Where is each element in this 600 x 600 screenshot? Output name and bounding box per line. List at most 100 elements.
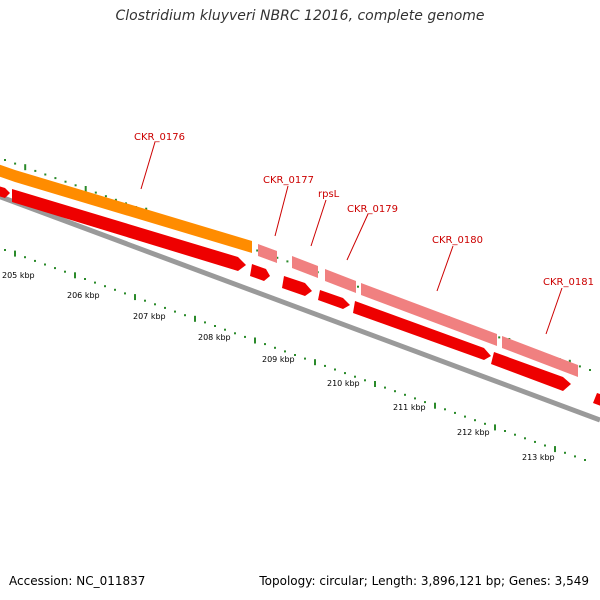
minor-tick <box>276 256 279 259</box>
major-tick <box>314 359 316 366</box>
minor-tick <box>224 328 226 331</box>
minor-tick <box>94 281 96 284</box>
minor-tick <box>454 411 456 414</box>
minor-tick <box>164 306 166 309</box>
cds-arrow <box>491 352 571 391</box>
kbp-label: 208 kbp <box>198 333 231 342</box>
kbp-label: 207 kbp <box>133 312 166 321</box>
accession-text: Accession: NC_011837 <box>9 574 146 588</box>
kbp-label: 209 kbp <box>262 355 295 364</box>
minor-tick <box>364 379 366 382</box>
minor-tick <box>589 369 591 371</box>
major-tick <box>84 186 87 192</box>
gene-label: CKR_0181 <box>543 277 594 288</box>
kbp-label: 205 kbp <box>2 271 35 280</box>
minor-tick <box>54 177 57 180</box>
minor-tick <box>214 325 216 327</box>
genome-summary: Topology: circular; Length: 3,896,121 bp… <box>259 574 589 588</box>
map-title: Clostridium kluyveri NBRC 12016, complet… <box>115 8 485 24</box>
minor-tick <box>44 263 46 266</box>
minor-tick <box>294 354 296 356</box>
cds-arrow <box>250 264 270 281</box>
minor-tick <box>174 310 176 313</box>
minor-tick <box>444 408 446 411</box>
major-tick <box>254 337 256 344</box>
minor-tick <box>304 357 306 360</box>
minor-tick <box>256 249 259 252</box>
kbp-label: 212 kbp <box>457 428 490 437</box>
label-leader <box>545 287 563 335</box>
minor-tick <box>357 285 359 288</box>
major-tick <box>74 272 76 279</box>
minor-tick <box>498 336 501 339</box>
minor-tick <box>534 440 536 443</box>
minor-tick <box>234 332 236 335</box>
minor-tick <box>114 198 117 201</box>
gene-label: CKR_0176 <box>134 132 185 143</box>
minor-tick <box>584 459 586 461</box>
minor-tick <box>144 299 146 302</box>
minor-tick <box>114 288 116 291</box>
minor-tick <box>24 256 26 259</box>
minor-tick <box>574 455 576 458</box>
gene-bar <box>325 269 356 293</box>
label-leader <box>310 199 327 247</box>
minor-tick <box>274 346 276 349</box>
minor-tick <box>544 444 546 447</box>
minor-tick <box>94 191 97 194</box>
minor-tick <box>104 195 107 198</box>
gene-bar <box>361 283 497 346</box>
minor-tick <box>414 397 416 400</box>
kbp-label: 211 kbp <box>393 403 426 412</box>
major-tick <box>194 315 196 322</box>
minor-tick <box>344 372 346 375</box>
major-tick <box>14 250 16 257</box>
major-tick <box>434 402 436 409</box>
minor-tick <box>384 386 386 389</box>
minor-tick <box>334 368 336 371</box>
minor-tick <box>14 162 17 165</box>
minor-tick <box>74 184 77 187</box>
gene-bar <box>292 256 318 278</box>
minor-tick <box>34 259 36 262</box>
gene-bar <box>502 336 578 377</box>
gene-label: CKR_0179 <box>347 204 398 215</box>
minor-tick <box>184 314 186 317</box>
minor-tick <box>284 350 286 353</box>
minor-tick <box>504 430 506 432</box>
minor-tick <box>124 292 126 295</box>
minor-tick <box>64 270 66 273</box>
minor-tick <box>244 335 246 338</box>
major-tick <box>134 294 136 301</box>
gene-label: CKR_0180 <box>432 235 483 246</box>
minor-tick <box>464 415 466 418</box>
minor-tick <box>34 169 37 172</box>
kbp-label: 206 kbp <box>67 291 100 300</box>
cds-arrow <box>318 290 350 309</box>
genome-backbone <box>0 194 600 423</box>
major-tick <box>24 164 27 171</box>
minor-tick <box>64 180 67 183</box>
minor-tick <box>474 419 476 422</box>
minor-tick <box>564 451 566 454</box>
minor-tick <box>4 159 6 161</box>
minor-tick <box>424 401 426 404</box>
minor-tick <box>514 433 516 436</box>
kbp-label: 213 kbp <box>522 453 555 462</box>
minor-tick <box>4 249 6 251</box>
gene-label: CKR_0177 <box>263 175 314 186</box>
cds-arrow <box>282 276 312 296</box>
minor-tick <box>84 278 86 280</box>
minor-tick <box>286 260 289 263</box>
minor-tick <box>394 390 396 393</box>
minor-tick <box>484 422 486 425</box>
cds-arrow <box>593 393 600 406</box>
major-tick <box>494 424 496 431</box>
minor-tick <box>104 285 106 288</box>
minor-tick <box>404 393 406 396</box>
minor-tick <box>154 303 156 306</box>
cds-arrow <box>12 189 246 271</box>
label-leader <box>274 185 289 237</box>
major-tick <box>554 446 556 453</box>
